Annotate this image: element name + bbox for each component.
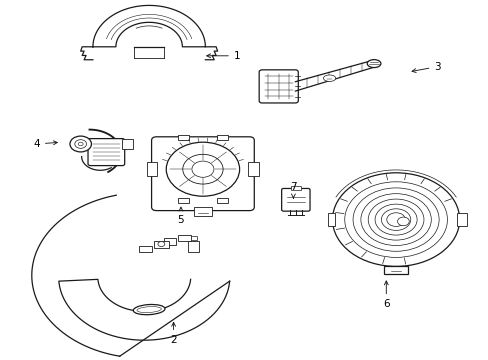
Ellipse shape — [137, 307, 161, 312]
Bar — [146, 162, 157, 176]
Bar — [154, 241, 168, 248]
Circle shape — [166, 142, 239, 196]
Bar — [163, 238, 176, 245]
Bar — [188, 241, 199, 252]
Circle shape — [332, 173, 459, 266]
Bar — [290, 186, 300, 190]
Bar — [327, 213, 334, 226]
Bar — [248, 162, 259, 176]
Bar — [122, 139, 133, 149]
Polygon shape — [59, 279, 229, 340]
Text: 1: 1 — [206, 51, 240, 61]
FancyBboxPatch shape — [151, 137, 254, 211]
FancyBboxPatch shape — [259, 70, 298, 103]
Bar — [177, 135, 189, 140]
Bar — [178, 235, 190, 241]
Circle shape — [191, 161, 214, 177]
Circle shape — [75, 140, 86, 148]
Bar — [456, 213, 466, 226]
Circle shape — [183, 154, 223, 184]
Bar — [216, 135, 228, 140]
FancyBboxPatch shape — [88, 139, 124, 166]
Ellipse shape — [366, 60, 380, 68]
Bar — [383, 266, 407, 274]
Text: 7: 7 — [289, 182, 296, 198]
Text: 4: 4 — [33, 139, 57, 149]
Circle shape — [78, 142, 83, 146]
Bar — [139, 246, 151, 252]
Bar — [194, 207, 211, 216]
Text: 3: 3 — [411, 62, 440, 72]
Text: 2: 2 — [170, 323, 177, 345]
Polygon shape — [93, 5, 205, 47]
FancyBboxPatch shape — [281, 189, 309, 211]
Text: 5: 5 — [177, 207, 184, 225]
Circle shape — [158, 242, 164, 247]
Ellipse shape — [133, 305, 164, 315]
Bar — [177, 198, 189, 203]
Bar — [190, 236, 196, 240]
Circle shape — [397, 217, 408, 226]
Text: 6: 6 — [382, 281, 389, 309]
Circle shape — [70, 136, 91, 152]
Ellipse shape — [323, 75, 335, 81]
Bar — [216, 198, 228, 203]
